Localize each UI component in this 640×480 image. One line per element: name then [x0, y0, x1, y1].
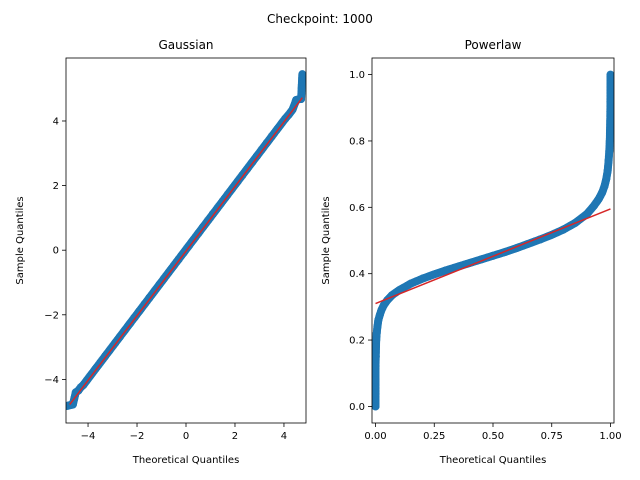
- data-point: [430, 270, 439, 279]
- data-point: [453, 262, 462, 271]
- reference-line-gaussian: [69, 97, 303, 406]
- plot-area-gaussian: [66, 70, 306, 410]
- panel-powerlaw: 0.00 0.25 0.50 0.75 1.00 0.0 0.2 0.4 0.6 0.8 1.0 Po…: [321, 38, 622, 466]
- data-point: [372, 352, 380, 361]
- x-tick-label: 1.00: [599, 431, 621, 442]
- x-axis-label-gaussian: Theoretical Quantiles: [132, 455, 240, 466]
- data-point: [442, 266, 451, 275]
- reference-line-powerlaw: [375, 208, 611, 305]
- data-point: [372, 375, 380, 384]
- y-tick-label: 0.4: [349, 269, 365, 280]
- x-tick-label: 0: [183, 431, 189, 442]
- x-tick-label: 0.50: [482, 431, 504, 442]
- x-axis-label-powerlaw: Theoretical Quantiles: [439, 455, 547, 466]
- y-tick-label: 0.2: [349, 336, 365, 347]
- data-point: [604, 156, 613, 165]
- y-tick-label: −4: [44, 375, 59, 386]
- y-axis-label-gaussian: Sample Quantiles: [15, 196, 26, 284]
- y-tick-label: 0.8: [349, 136, 365, 147]
- x-tick-label: −4: [81, 431, 96, 442]
- panel-title-gaussian: Gaussian: [158, 38, 213, 52]
- x-tick-label: 4: [281, 431, 287, 442]
- data-point: [598, 188, 607, 197]
- data-point: [582, 209, 591, 218]
- y-tick-label: 1.0: [349, 70, 365, 81]
- y-tick-label: 0.0: [349, 402, 365, 413]
- data-point: [605, 146, 614, 155]
- y-tick-label: 0: [53, 246, 59, 257]
- data-point: [594, 195, 603, 204]
- data-point: [372, 336, 381, 345]
- x-tick-label: 0.25: [423, 431, 445, 442]
- data-point: [372, 362, 380, 371]
- data-point: [298, 70, 306, 79]
- data-point: [406, 279, 415, 288]
- data-point: [602, 175, 611, 184]
- data-point: [606, 97, 614, 106]
- data-point: [395, 286, 404, 295]
- x-tick-label: −2: [130, 431, 145, 442]
- y-tick-label: 2: [53, 181, 59, 192]
- panel-title-powerlaw: Powerlaw: [465, 38, 522, 52]
- y-tick-label: −2: [44, 310, 59, 321]
- figure-suptitle: Checkpoint: 1000: [267, 12, 373, 26]
- data-point: [603, 166, 612, 175]
- panel-gaussian: −4 −2 0 2 4 −4 −2 0 2 4 Gaussian Theoretical Quanti…: [15, 38, 307, 466]
- data-points-powerlaw: [372, 70, 614, 411]
- data-point: [372, 389, 380, 398]
- x-tick-label: 0.00: [364, 431, 386, 442]
- data-point: [605, 136, 614, 145]
- plot-area-powerlaw: [372, 70, 614, 411]
- data-point: [606, 70, 614, 79]
- data-point: [606, 127, 614, 135]
- data-point: [418, 274, 427, 283]
- y-tick-label: 4: [53, 116, 59, 127]
- data-point: [372, 342, 380, 351]
- y-axis-label-powerlaw: Sample Quantiles: [321, 196, 332, 284]
- x-tick-label: 0.75: [541, 431, 563, 442]
- x-tick-label: 2: [232, 431, 238, 442]
- data-point: [606, 117, 614, 126]
- data-point: [372, 329, 381, 338]
- data-point: [600, 181, 609, 190]
- data-point: [372, 402, 380, 411]
- data-point: [606, 107, 614, 116]
- data-point: [590, 201, 599, 210]
- y-tick-label: 0.6: [349, 203, 365, 214]
- data-point: [373, 322, 382, 331]
